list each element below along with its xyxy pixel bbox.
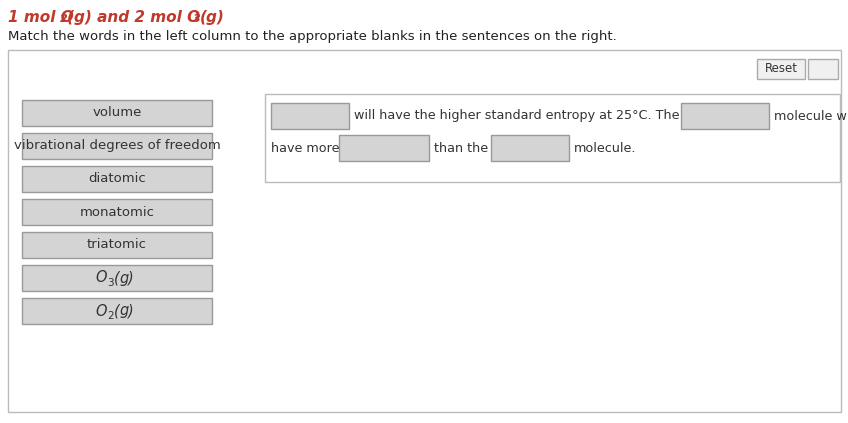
Text: have more: have more [271,142,339,154]
Text: diatomic: diatomic [88,173,146,186]
Text: triatomic: triatomic [87,239,147,252]
Text: 2: 2 [60,14,68,24]
FancyBboxPatch shape [22,133,212,159]
FancyBboxPatch shape [22,199,212,225]
FancyBboxPatch shape [22,232,212,258]
Text: monatomic: monatomic [80,206,154,219]
FancyBboxPatch shape [22,298,212,324]
Text: Match the words in the left column to the appropriate blanks in the sentences on: Match the words in the left column to th… [8,30,616,43]
FancyBboxPatch shape [22,265,212,291]
Text: (g): (g) [200,10,225,25]
Text: g: g [120,303,129,319]
Text: volume: volume [92,107,142,120]
Text: (: ( [114,303,120,319]
Text: Reset: Reset [765,63,797,75]
Text: ): ) [128,303,134,319]
FancyBboxPatch shape [491,135,569,161]
FancyBboxPatch shape [808,59,838,79]
FancyBboxPatch shape [757,59,805,79]
Text: ): ) [128,270,134,286]
Text: 1 mol O: 1 mol O [8,10,74,25]
Text: (g) and 2 mol O: (g) and 2 mol O [67,10,200,25]
Text: vibrational degrees of freedom: vibrational degrees of freedom [14,140,220,153]
FancyBboxPatch shape [271,103,349,129]
Text: 3: 3 [107,278,114,288]
Text: g: g [120,270,129,286]
FancyBboxPatch shape [339,135,429,161]
Text: (: ( [114,270,120,286]
FancyBboxPatch shape [22,166,212,192]
FancyBboxPatch shape [265,94,840,182]
FancyBboxPatch shape [22,100,212,126]
Text: 2: 2 [107,311,114,321]
Text: O: O [95,270,107,286]
Text: 3: 3 [193,14,201,24]
Text: molecule.: molecule. [574,142,637,154]
Text: molecule will: molecule will [774,110,848,123]
Text: O: O [95,303,107,319]
Text: will have the higher standard entropy at 25°C. The: will have the higher standard entropy at… [354,110,679,123]
Text: than the: than the [434,142,488,154]
FancyBboxPatch shape [8,50,841,412]
FancyBboxPatch shape [681,103,769,129]
